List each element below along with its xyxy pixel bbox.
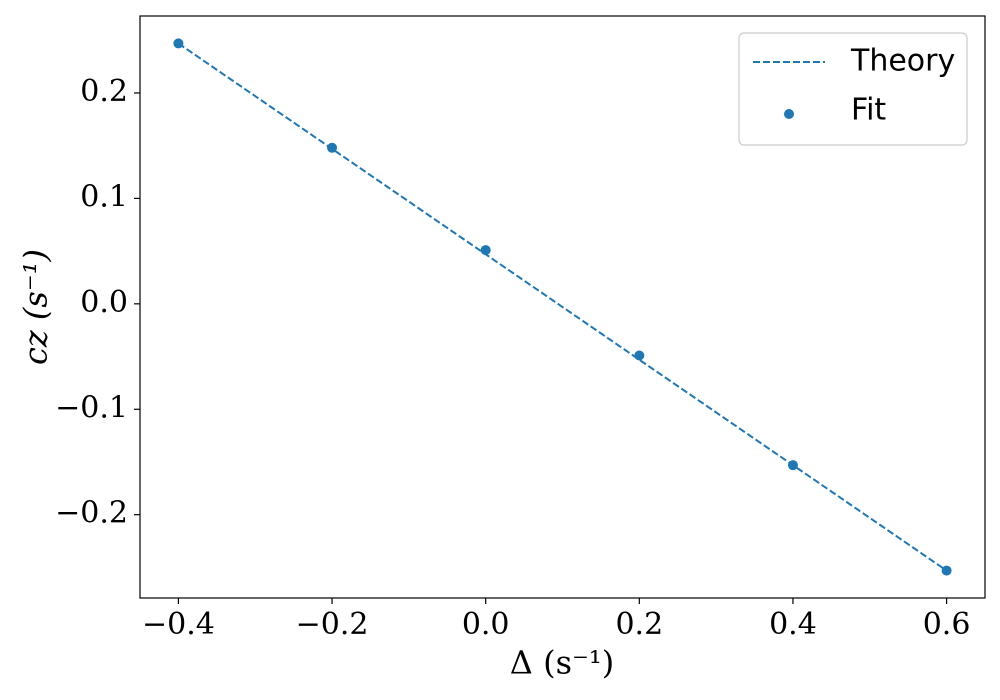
x-tick-label: −0.2 [296, 607, 369, 642]
x-tick-label: 0.2 [615, 607, 663, 642]
x-axis-label: Δ (s⁻¹) [510, 644, 614, 682]
legend-label: Theory [850, 44, 955, 79]
fit-point [634, 350, 645, 361]
fit-point [173, 38, 184, 49]
theory-line [177, 42, 948, 572]
x-tick-label: 0.0 [462, 607, 510, 642]
fit-point [480, 245, 491, 256]
y-tick-label: −0.2 [55, 496, 128, 531]
y-tick-label: 0.1 [80, 179, 128, 214]
x-tick-label: 0.6 [923, 607, 971, 642]
legend-label: Fit [851, 93, 886, 128]
fit-point [787, 460, 798, 471]
y-axis-label: cz (s⁻¹) [17, 249, 55, 365]
fit-point [327, 142, 338, 153]
plot-frame [139, 15, 986, 599]
x-tick-label: −0.4 [142, 607, 215, 642]
y-tick-label: 0.0 [80, 285, 128, 320]
y-tick-label: −0.1 [55, 390, 128, 425]
x-tick-label: 0.4 [769, 607, 817, 642]
fit-point [941, 565, 952, 576]
legend-swatch [784, 109, 794, 119]
y-tick-label: 0.2 [80, 74, 128, 109]
